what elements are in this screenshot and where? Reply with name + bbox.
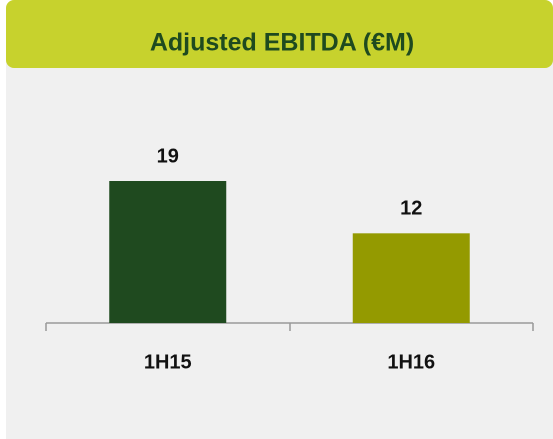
data-label: 12 <box>400 198 422 220</box>
chart-title: Adjusted EBITDA (€M) <box>150 29 414 57</box>
bar <box>109 181 227 323</box>
panel-background <box>6 60 553 439</box>
x-tick-label: 1H15 <box>144 351 192 373</box>
bar <box>352 233 470 323</box>
data-label: 19 <box>157 145 179 167</box>
header-box <box>6 0 553 68</box>
x-tick-label: 1H16 <box>387 351 435 373</box>
